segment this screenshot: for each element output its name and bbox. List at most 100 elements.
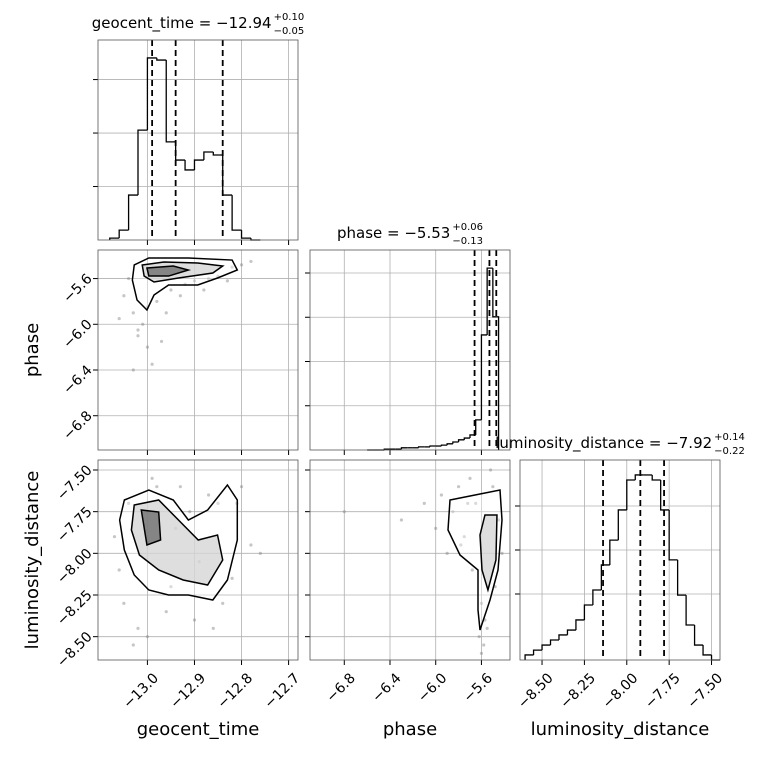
- histogram-step: [446, 443, 453, 446]
- histogram-step: [532, 649, 543, 655]
- sample-point: [239, 263, 244, 267]
- x-tick-label: −13.0: [120, 670, 162, 712]
- histogram-step: [212, 152, 223, 156]
- sample-point: [141, 322, 145, 326]
- sample-point: [434, 526, 438, 530]
- sample-point: [145, 635, 150, 639]
- sample-point: [225, 279, 230, 283]
- histogram-step: [710, 654, 720, 661]
- histogram-step: [118, 229, 129, 239]
- histogram-step: [617, 509, 627, 541]
- sample-point: [422, 501, 426, 505]
- sample-point: [131, 643, 135, 647]
- sample-point: [155, 299, 159, 304]
- sample-point: [470, 568, 474, 572]
- sample-point: [462, 535, 466, 539]
- histogram-step: [240, 230, 251, 239]
- sample-point: [178, 485, 182, 489]
- sample-point: [451, 510, 455, 514]
- histogram-step: [452, 441, 459, 444]
- histogram-step: [193, 159, 204, 170]
- title-lower: −0.13: [452, 236, 483, 247]
- sample-point: [477, 635, 481, 639]
- title-upper: +0.06: [452, 222, 483, 233]
- sample-point: [491, 485, 495, 489]
- x-tick-label: −5.6: [461, 670, 496, 705]
- histogram-step: [137, 129, 148, 196]
- histogram-step: [609, 539, 619, 565]
- axes-frame: [309, 249, 511, 451]
- sample-point: [131, 311, 135, 315]
- sample-point: [164, 610, 168, 614]
- sample-point: [479, 651, 484, 655]
- sample-point: [456, 485, 461, 489]
- sample-point: [159, 339, 164, 344]
- x-axis-label: luminosity_distance: [531, 719, 710, 740]
- histogram-step: [685, 595, 695, 626]
- sample-point: [117, 316, 121, 321]
- histogram-step: [203, 151, 214, 161]
- sample-point: [202, 288, 206, 292]
- sample-point: [206, 276, 211, 281]
- histogram-step: [566, 629, 576, 635]
- histogram-step: [668, 509, 678, 561]
- title-lower: −0.22: [714, 446, 745, 457]
- axes-frame: [97, 39, 299, 241]
- sample-point: [221, 601, 225, 605]
- histogram-step: [626, 479, 636, 510]
- sample-point: [192, 279, 197, 283]
- y-tick-label: −8.25: [54, 587, 96, 629]
- histogram-step: [417, 446, 425, 448]
- x-tick-label: −7.75: [642, 670, 684, 712]
- histogram-step: [174, 141, 186, 161]
- sample-point: [500, 551, 504, 555]
- x-tick-label: −12.8: [214, 670, 256, 712]
- x-tick-label: −8.25: [557, 670, 599, 712]
- histogram-step: [457, 439, 465, 443]
- histogram-step: [184, 160, 195, 171]
- x-tick-label: −8.00: [600, 670, 642, 712]
- histogram-step: [231, 195, 242, 231]
- y-tick-label: −6.0: [60, 317, 95, 352]
- sample-point: [216, 501, 220, 505]
- y-tick-label: −6.8: [60, 408, 95, 443]
- y-tick-label: −8.50: [54, 629, 96, 671]
- sample-point: [479, 601, 484, 605]
- histogram-step: [676, 559, 687, 596]
- histogram-step: [127, 194, 138, 231]
- sample-point: [258, 551, 262, 555]
- histogram-step: [463, 437, 470, 440]
- x-axis-label: phase: [383, 719, 437, 740]
- axes-frame: [519, 459, 721, 661]
- histogram-step: [600, 564, 610, 591]
- x-axis-label: geocent_time: [137, 719, 260, 740]
- sample-point: [468, 476, 472, 480]
- sample-point: [439, 493, 444, 497]
- sample-point: [445, 551, 449, 555]
- y-tick-label: −8.00: [54, 546, 96, 588]
- panel-title: phase = −5.53: [337, 224, 450, 242]
- histogram-step: [156, 57, 167, 61]
- x-tick-label: −6.8: [324, 670, 359, 705]
- sample-point: [136, 334, 140, 338]
- sample-point: [178, 294, 182, 298]
- sample-point: [145, 345, 150, 349]
- histogram-step: [480, 334, 488, 420]
- sample-point: [169, 585, 173, 589]
- panel-title: luminosity_distance = −7.92: [495, 434, 712, 453]
- sample-point: [122, 294, 126, 298]
- histogram-step: [693, 625, 704, 646]
- title-lower: −0.05: [274, 26, 305, 37]
- histogram-step: [146, 57, 157, 131]
- sample-point: [342, 510, 346, 514]
- sample-point: [466, 501, 470, 505]
- sample-point: [230, 576, 234, 580]
- histogram-step: [660, 480, 670, 511]
- sample-point: [482, 643, 486, 647]
- histogram-step: [492, 268, 500, 450]
- sample-point: [399, 518, 404, 522]
- sample-point: [164, 311, 168, 315]
- sample-point: [169, 288, 173, 292]
- axes-frame: [309, 459, 511, 661]
